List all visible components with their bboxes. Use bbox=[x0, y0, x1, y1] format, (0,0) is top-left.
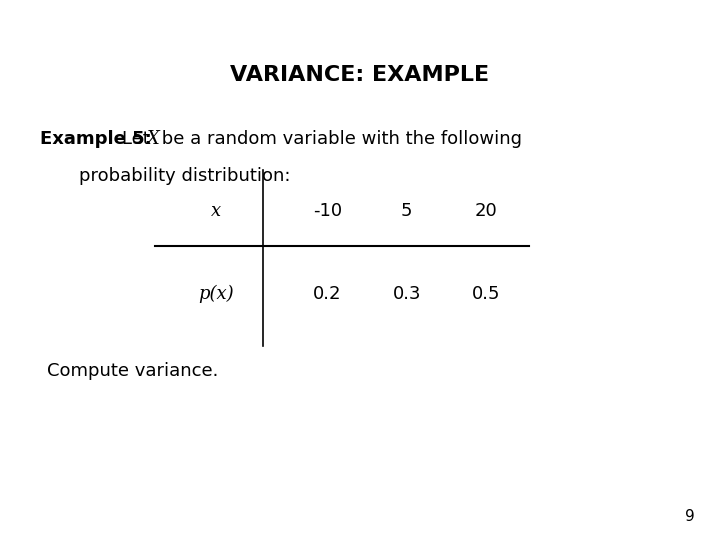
Text: -10: -10 bbox=[313, 201, 342, 220]
Text: 0.5: 0.5 bbox=[472, 285, 500, 303]
Text: probability distribution:: probability distribution: bbox=[79, 167, 291, 185]
Text: p(x): p(x) bbox=[198, 285, 234, 303]
Text: 5: 5 bbox=[401, 201, 413, 220]
Text: 9: 9 bbox=[685, 509, 695, 524]
Text: 0.3: 0.3 bbox=[392, 285, 421, 303]
Text: 20: 20 bbox=[474, 201, 498, 220]
Text: be a random variable with the following: be a random variable with the following bbox=[156, 130, 522, 147]
Text: Let: Let bbox=[122, 130, 156, 147]
Text: VARIANCE: EXAMPLE: VARIANCE: EXAMPLE bbox=[230, 65, 490, 85]
Text: Compute variance.: Compute variance. bbox=[47, 362, 218, 380]
Text: x: x bbox=[211, 201, 221, 220]
Text: 0.2: 0.2 bbox=[313, 285, 342, 303]
Text: X: X bbox=[146, 130, 159, 147]
Text: Example 5:: Example 5: bbox=[40, 130, 151, 147]
